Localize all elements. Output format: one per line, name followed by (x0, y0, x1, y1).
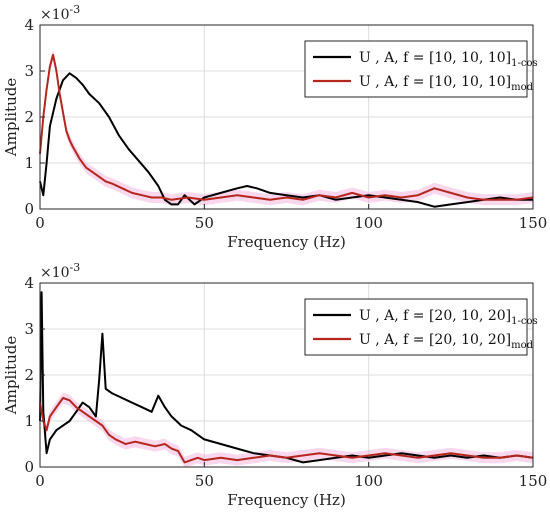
y-tick-label: 3 (24, 62, 34, 80)
x-axis-label: Frequency (Hz) (227, 491, 346, 509)
x-tick-label: 50 (195, 472, 214, 490)
y-exponent-label: ×10-3 (40, 261, 80, 281)
series-line-mod (39, 53, 534, 201)
series-line-1-cos (39, 291, 534, 464)
x-tick-label: 150 (519, 214, 548, 232)
series-line-mod (39, 397, 534, 464)
y-tick-label: 3 (24, 320, 34, 338)
series-envelope-band (40, 392, 533, 467)
legend-label: U , A, f = [10, 10, 10]1-cos (359, 50, 538, 69)
y-axis-label: Amplitude (2, 78, 20, 158)
x-tick-label: 0 (35, 214, 45, 232)
legend-box (304, 298, 528, 356)
y-tick-label: 4 (24, 274, 34, 292)
x-axis-label: Frequency (Hz) (227, 233, 346, 251)
legend-box (304, 40, 528, 98)
x-tick-label: 150 (519, 472, 548, 490)
y-tick-label: 4 (24, 16, 34, 34)
legend-label: U , A, f = [20, 10, 20]mod (359, 332, 534, 351)
x-tick-label: 100 (354, 472, 383, 490)
y-tick-label: 1 (24, 412, 34, 430)
series-line-1-cos (39, 72, 533, 208)
y-tick-label: 0 (24, 200, 34, 218)
legend-label: U , A, f = [10, 10, 10]mod (359, 74, 534, 93)
chart-panel-2: 0 50 100 150 0 1 2 3 4 ×10-3 Frequency (Hz) Amplitu… (2, 261, 547, 509)
x-tick-label: 100 (354, 214, 383, 232)
legend-label: U , A, f = [20, 10, 20]1-cos (359, 308, 538, 327)
chart-panel-1: 0 50 100 150 0 1 2 3 4 ×10-3 Frequency (Hz) Amplitu… (2, 3, 547, 251)
y-tick-label: 1 (24, 154, 34, 172)
x-tick-label: 0 (35, 472, 45, 490)
y-exponent-label: ×10-3 (40, 3, 80, 23)
y-axis-label: Amplitude (2, 336, 20, 416)
y-tick-label: 2 (24, 108, 34, 126)
y-tick-label: 0 (24, 458, 34, 476)
x-tick-label: 50 (195, 214, 214, 232)
y-tick-label: 2 (24, 366, 34, 384)
